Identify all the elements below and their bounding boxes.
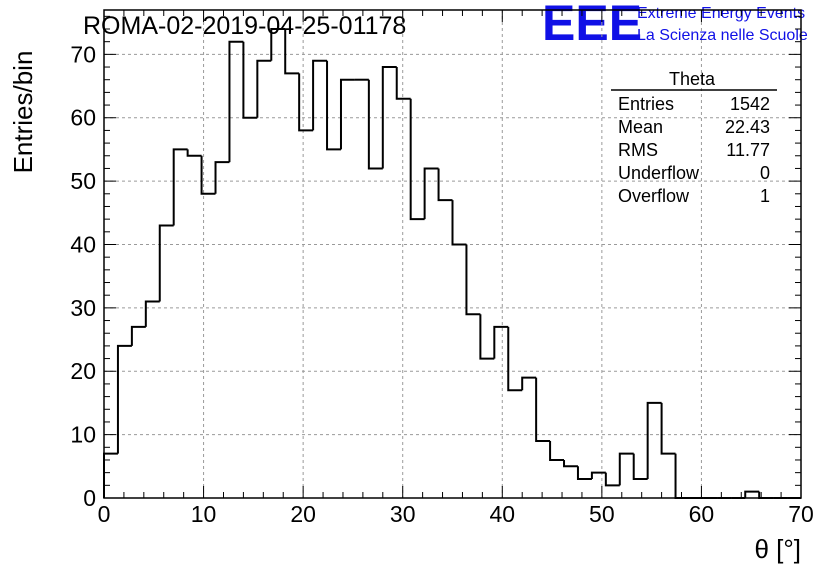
histogram-bin — [451, 200, 467, 246]
histogram-bin — [423, 167, 439, 220]
histogram-bin — [367, 79, 383, 170]
histogram-bin — [186, 149, 202, 157]
axes — [103, 9, 802, 499]
histogram-bin — [590, 471, 606, 479]
histogram-bin — [646, 401, 662, 479]
histogram-bin — [618, 452, 634, 486]
histogram-bin — [242, 41, 258, 119]
histogram-bin — [465, 244, 481, 316]
y-tick-label: 10 — [70, 422, 96, 448]
histogram-bin — [604, 472, 620, 487]
y-tick-label: 60 — [70, 105, 96, 131]
histogram-bin — [563, 459, 578, 468]
histogram-bin — [437, 168, 453, 202]
stats-value-underflow: 0 — [760, 163, 770, 183]
histogram-bin — [660, 402, 676, 455]
histogram-bin — [144, 300, 160, 327]
x-tick-label: 10 — [191, 501, 217, 527]
histogram-bin — [326, 60, 341, 151]
x-tick-label: 60 — [689, 501, 715, 527]
y-axis-title: Entries/bin — [8, 51, 38, 174]
x-tick-label: 70 — [788, 501, 814, 527]
histogram-bin — [116, 344, 132, 454]
histogram-bin — [409, 98, 425, 221]
histogram-bin — [576, 466, 592, 480]
stats-label-mean: Mean — [618, 117, 663, 137]
x-tick-label: 0 — [98, 501, 111, 527]
histogram-bin — [158, 224, 174, 302]
stats-value-rms: 11.77 — [726, 140, 770, 160]
stats-label-entries: Entries — [618, 94, 674, 114]
stats-title: Theta — [669, 69, 716, 89]
y-tick-label: 50 — [70, 168, 96, 194]
histogram-bin — [214, 161, 230, 194]
histogram-bin — [172, 148, 188, 226]
histogram-bin — [521, 376, 537, 391]
histogram-bin — [130, 325, 146, 346]
chart-title: ROMA-02-2019-04-25-01178 — [83, 12, 406, 40]
histogram-bin — [339, 78, 355, 150]
histogram-bin — [381, 66, 397, 169]
y-tick-label: 70 — [70, 41, 96, 67]
histogram-bin — [535, 377, 551, 442]
y-tick-label: 30 — [70, 295, 96, 321]
x-axis-title: θ [°] — [754, 534, 801, 564]
histogram-bin — [632, 453, 648, 480]
stats-value-entries: 1542 — [730, 94, 770, 114]
histogram-bin — [270, 28, 286, 61]
stats-label-rms: RMS — [618, 140, 658, 160]
stats-box: Theta Entries 1542 Mean 22.43 RMS 11.77 … — [611, 69, 777, 206]
histogram-bin — [744, 490, 760, 498]
histogram-bin — [479, 314, 495, 360]
histogram-bin — [298, 73, 314, 132]
stats-label-overflow: Overflow — [618, 186, 690, 206]
plot-frame — [103, 9, 802, 499]
histogram-bin — [312, 59, 328, 131]
eee-logo: EEE Extreme Energy Events La Scienza nel… — [542, 0, 808, 51]
logo-line-2: La Scienza nelle Scuole — [637, 27, 808, 44]
x-tick-label: 40 — [489, 501, 515, 527]
x-tick-label: 20 — [290, 501, 316, 527]
stats-label-underflow: Underflow — [618, 163, 700, 183]
histogram-bin — [395, 67, 411, 100]
stats-value-mean: 22.43 — [725, 117, 770, 137]
histogram-bin — [200, 155, 216, 195]
y-tick-label: 20 — [70, 358, 96, 384]
logo-mark: EEE — [542, 0, 642, 51]
y-tick-label: 0 — [83, 485, 96, 511]
histogram-bin — [549, 440, 565, 461]
x-tick-label: 30 — [390, 501, 416, 527]
stats-value-overflow: 1 — [760, 186, 770, 206]
histogram-bin — [256, 59, 272, 118]
histogram-bin — [507, 326, 523, 392]
histogram-bin — [228, 40, 244, 163]
histogram-bin — [284, 29, 300, 75]
histogram-bin — [674, 453, 690, 499]
histogram-series — [103, 28, 801, 499]
x-tick-label: 50 — [589, 501, 615, 527]
histogram-bin — [493, 325, 509, 359]
y-tick-label: 40 — [70, 231, 96, 257]
